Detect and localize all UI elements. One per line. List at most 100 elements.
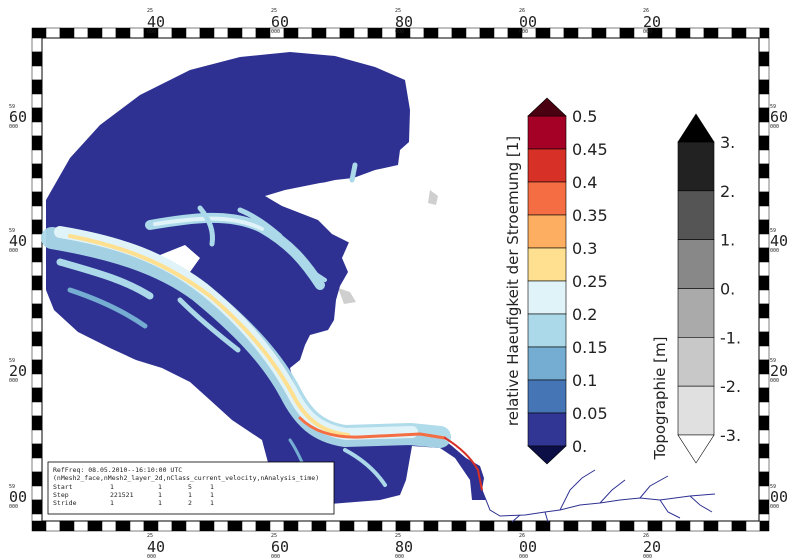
frame-segment bbox=[311, 520, 327, 532]
frame-segment bbox=[353, 520, 369, 532]
frame-segment bbox=[31, 65, 43, 81]
frame-bottom-border bbox=[31, 520, 770, 532]
tick-degree-label: 59 bbox=[9, 484, 15, 490]
info-table-cell: Start bbox=[53, 483, 73, 491]
frame-segment bbox=[59, 520, 75, 532]
frame-segment bbox=[591, 27, 607, 39]
frame-segment bbox=[619, 27, 635, 39]
frame-segment bbox=[73, 520, 89, 532]
frame-segment bbox=[759, 27, 770, 39]
frame-segment bbox=[311, 27, 327, 39]
frame-segment bbox=[535, 27, 551, 39]
tick-sub-label: 000 bbox=[519, 554, 528, 560]
frame-segment bbox=[731, 27, 747, 39]
frequency-colorbar-tick-label: 0.4 bbox=[572, 173, 597, 192]
tick-sub-label: 000 bbox=[395, 29, 404, 35]
frame-segment bbox=[255, 27, 271, 39]
frame-segment bbox=[185, 27, 201, 39]
land-island-east bbox=[300, 172, 395, 195]
frame-segment bbox=[213, 27, 229, 39]
topography-colorbar-band bbox=[677, 141, 715, 192]
frame-segment bbox=[31, 177, 43, 193]
tick-minute-label: 20 bbox=[643, 13, 661, 31]
frame-segment bbox=[605, 520, 621, 532]
frame-segment bbox=[367, 27, 383, 39]
frame-segment bbox=[45, 520, 61, 532]
frame-segment bbox=[758, 121, 770, 137]
tick-sub-label: 000 bbox=[770, 378, 779, 384]
frame-segment bbox=[465, 27, 481, 39]
info-table-cell: Step bbox=[53, 491, 69, 499]
frame-segment bbox=[758, 51, 770, 67]
frame-segment bbox=[535, 520, 551, 532]
topography-colorbar-title: Topographie [m] bbox=[651, 337, 669, 461]
tick-minute-label: 80 bbox=[395, 538, 413, 556]
frame-segment bbox=[675, 520, 691, 532]
frame-segment bbox=[381, 27, 397, 39]
frame-segment bbox=[661, 27, 677, 39]
frame-segment bbox=[31, 499, 43, 515]
frame-segment bbox=[31, 485, 43, 501]
tick-minute-label: 00 bbox=[519, 13, 537, 31]
frame-segment bbox=[758, 401, 770, 417]
frame-segment bbox=[758, 429, 770, 445]
frame-segment bbox=[758, 457, 770, 473]
frame-segment bbox=[171, 520, 187, 532]
frame-segment bbox=[731, 520, 747, 532]
frame-segment bbox=[199, 27, 215, 39]
tick-minute-label: 40 bbox=[147, 13, 165, 31]
frequency-colorbar-band bbox=[527, 214, 567, 249]
tick-sub-label: 000 bbox=[643, 554, 652, 560]
frame-segment bbox=[758, 135, 770, 151]
frame-segment bbox=[549, 27, 565, 39]
frequency-colorbar-band bbox=[527, 115, 567, 150]
frame-segment bbox=[745, 520, 761, 532]
tick-minute-label: 20 bbox=[770, 362, 788, 380]
frame-segment bbox=[87, 27, 103, 39]
frame-segment bbox=[31, 93, 43, 109]
frequency-colorbar-tick-label: 0.1 bbox=[572, 371, 597, 390]
tick-degree-label: 59 bbox=[770, 484, 776, 490]
frame-segment bbox=[577, 27, 593, 39]
tick-degree-label: 25 bbox=[395, 533, 401, 539]
info-table-cell: 1 bbox=[110, 499, 114, 507]
frame-segment bbox=[465, 520, 481, 532]
tick-sub-label: 000 bbox=[9, 124, 18, 130]
frame-segment bbox=[157, 520, 173, 532]
river-network bbox=[481, 469, 716, 523]
tick-minute-label: 80 bbox=[395, 13, 413, 31]
frame-segment bbox=[745, 27, 761, 39]
frame-segment bbox=[591, 520, 607, 532]
tick-minute-label: 40 bbox=[9, 232, 27, 250]
topography-colorbar-band bbox=[677, 337, 715, 387]
frame-segment bbox=[758, 163, 770, 179]
info-table-cell: 5 bbox=[188, 483, 192, 491]
topography-colorbar-over-triangle bbox=[677, 113, 715, 143]
frame-segment bbox=[31, 121, 43, 137]
frequency-colorbar-tick-label: 0. bbox=[572, 437, 587, 456]
frame-segment bbox=[758, 331, 770, 347]
frame-segment bbox=[185, 520, 201, 532]
frame-segment bbox=[451, 27, 467, 39]
frame-segment bbox=[227, 27, 243, 39]
tick-sub-label: 000 bbox=[519, 29, 528, 35]
tick-degree-label: 25 bbox=[271, 8, 277, 14]
tick-degree-label: 26 bbox=[643, 8, 649, 14]
frame-segment bbox=[758, 107, 770, 123]
frame-segment bbox=[31, 205, 43, 221]
tick-sub-label: 000 bbox=[770, 124, 779, 130]
frame-segment bbox=[367, 520, 383, 532]
frame-segment bbox=[31, 303, 43, 319]
map-inner-frame bbox=[41, 37, 760, 522]
frame-segment bbox=[619, 520, 635, 532]
tick-minute-label: 40 bbox=[770, 232, 788, 250]
land-bay bbox=[342, 240, 362, 272]
frame-segment bbox=[143, 520, 159, 532]
frame-segment bbox=[423, 27, 439, 39]
topography-colorbar-band bbox=[677, 288, 715, 338]
info-table-cell: 221521 bbox=[110, 491, 134, 499]
frame-segment bbox=[129, 520, 145, 532]
frame-segment bbox=[31, 27, 47, 39]
tick-degree-label: 59 bbox=[770, 228, 776, 234]
